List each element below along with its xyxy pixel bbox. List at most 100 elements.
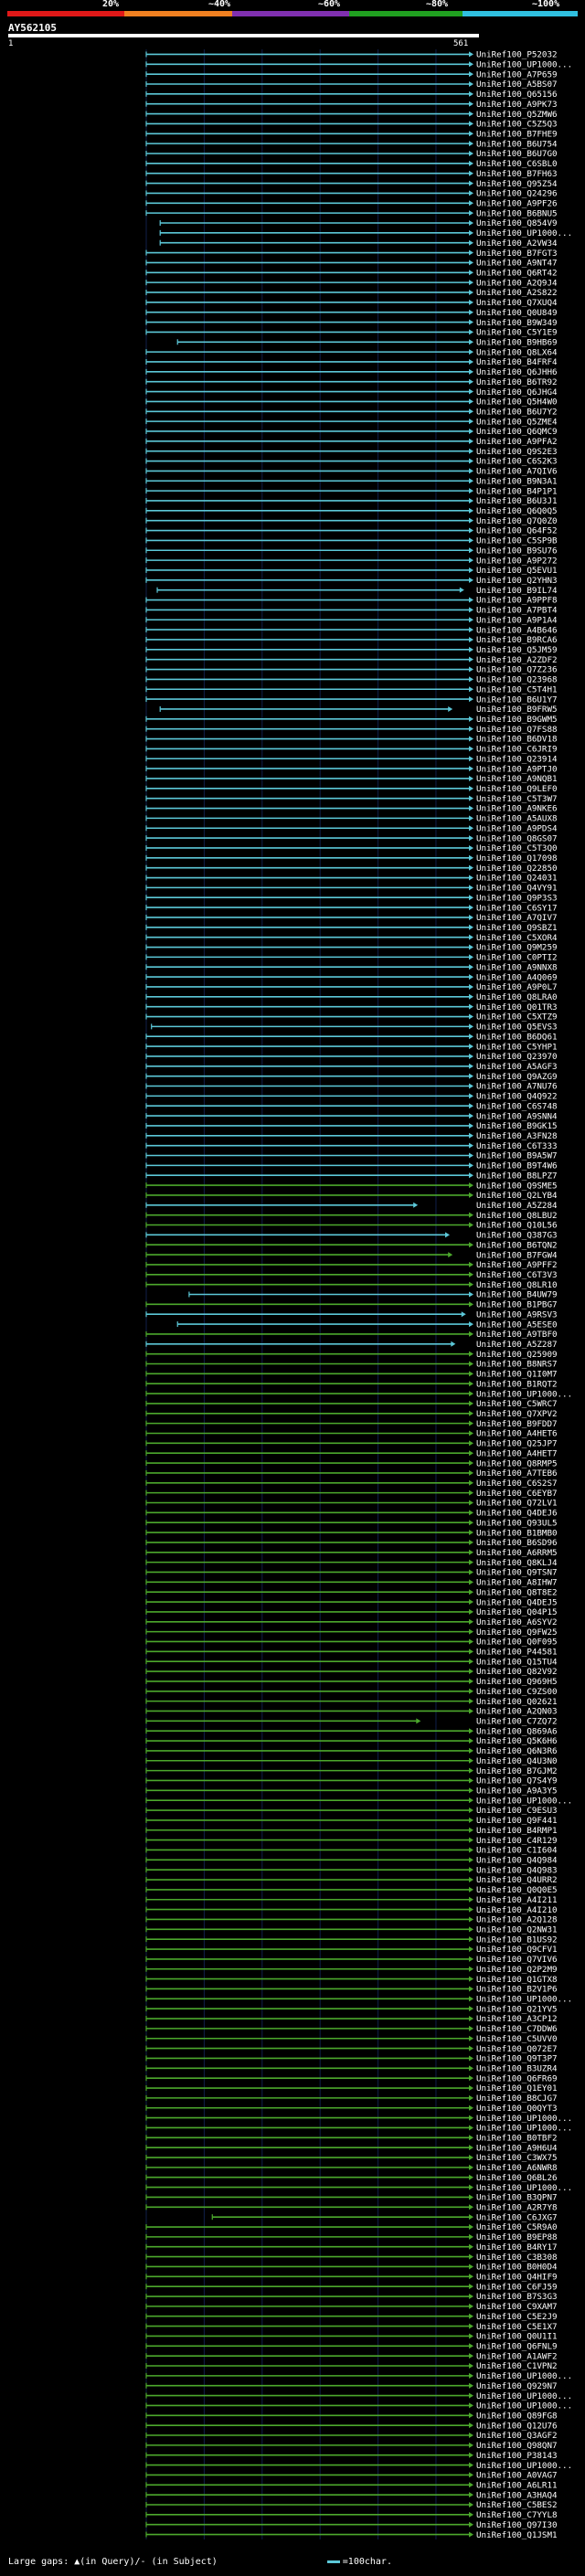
hit-label[interactable]: UniRef100_Q12U76: [476, 2421, 558, 2431]
hit-label[interactable]: UniRef100_C6JXG7: [476, 2212, 558, 2222]
hit-label[interactable]: UniRef100_A2R7Y8: [476, 2203, 558, 2213]
hit-label[interactable]: UniRef100_Q04P15: [476, 1607, 558, 1617]
hit-label[interactable]: UniRef100_Q4U3N0: [476, 1756, 558, 1766]
hit-label[interactable]: UniRef100_A2S822: [476, 288, 558, 298]
hit-label[interactable]: UniRef100_C6JRI9: [476, 745, 558, 755]
hit-label[interactable]: UniRef100_A5Z287: [476, 1340, 558, 1350]
hit-label[interactable]: UniRef100_Q98QN7: [476, 2441, 558, 2451]
hit-label[interactable]: UniRef100_B9GWM5: [476, 715, 558, 725]
hit-label[interactable]: UniRef100_UP1000...: [476, 2371, 572, 2381]
hit-label[interactable]: UniRef100_C5E1X7: [476, 2322, 558, 2332]
hit-label[interactable]: UniRef100_C6S2K3: [476, 457, 558, 467]
hit-label[interactable]: UniRef100_C4R129: [476, 1836, 558, 1846]
hit-label[interactable]: UniRef100_B9A5W7: [476, 1151, 558, 1161]
hit-label[interactable]: UniRef100_Q24296: [476, 189, 558, 199]
hit-label[interactable]: UniRef100_A9PFA2: [476, 437, 558, 447]
hit-label[interactable]: UniRef100_Q8LBU2: [476, 1211, 558, 1221]
hit-label[interactable]: UniRef100_B6TQN2: [476, 1240, 558, 1250]
hit-label[interactable]: UniRef100_C6SY17: [476, 903, 558, 913]
hit-label[interactable]: UniRef100_A9PPF8: [476, 596, 558, 606]
hit-label[interactable]: UniRef100_Q7XUQ4: [476, 298, 558, 308]
hit-label[interactable]: UniRef100_Q9CFV1: [476, 1945, 558, 1955]
hit-label[interactable]: UniRef100_A9RSV3: [476, 1309, 558, 1320]
hit-label[interactable]: UniRef100_UP1000...: [476, 2461, 572, 2471]
hit-label[interactable]: UniRef100_Q9P3S3: [476, 893, 558, 903]
hit-label[interactable]: UniRef100_UP1000...: [476, 1389, 572, 1399]
hit-label[interactable]: UniRef100_Q6RT42: [476, 268, 558, 278]
hit-label[interactable]: UniRef100_A7TEB6: [476, 1468, 558, 1479]
hit-label[interactable]: UniRef100_C5Z5Q3: [476, 120, 558, 130]
hit-label[interactable]: UniRef100_B9N3A1: [476, 476, 558, 486]
hit-label[interactable]: UniRef100_A2VW34: [476, 239, 558, 249]
hit-label[interactable]: UniRef100_C5SP9B: [476, 536, 558, 546]
hit-label[interactable]: UniRef100_Q23970: [476, 1052, 558, 1062]
hit-label[interactable]: UniRef100_A9NT47: [476, 259, 558, 269]
hit-label[interactable]: UniRef100_Q7FS88: [476, 725, 558, 735]
hit-label[interactable]: UniRef100_C7ZQ72: [476, 1717, 558, 1727]
hit-label[interactable]: UniRef100_B6SD96: [476, 1538, 558, 1548]
hit-label[interactable]: UniRef100_UP1000...: [476, 2391, 572, 2401]
hit-label[interactable]: UniRef100_Q8KLJ4: [476, 1558, 558, 1568]
hit-label[interactable]: UniRef100_Q25909: [476, 1350, 558, 1360]
hit-label[interactable]: UniRef100_B6U3J1: [476, 496, 558, 506]
hit-label[interactable]: UniRef100_A9PTJ0: [476, 764, 558, 774]
hit-label[interactable]: UniRef100_Q4URR2: [476, 1875, 558, 1885]
hit-label[interactable]: UniRef100_UP1000...: [476, 228, 572, 239]
hit-label[interactable]: UniRef100_A4HET6: [476, 1429, 558, 1439]
hit-label[interactable]: UniRef100_Q24031: [476, 874, 558, 884]
hit-label[interactable]: UniRef100_B1US92: [476, 1935, 558, 1945]
hit-label[interactable]: UniRef100_Q23914: [476, 754, 558, 764]
hit-label[interactable]: UniRef100_A2Q128: [476, 1915, 558, 1925]
hit-label[interactable]: UniRef100_C5WRC7: [476, 1399, 558, 1409]
hit-label[interactable]: UniRef100_Q5H4W0: [476, 398, 558, 408]
hit-label[interactable]: UniRef100_C7YYL8: [476, 2510, 558, 2520]
hit-label[interactable]: UniRef100_B9T4W6: [476, 1161, 558, 1171]
hit-label[interactable]: UniRef100_Q9FW25: [476, 1627, 558, 1638]
hit-label[interactable]: UniRef100_Q8LX64: [476, 347, 558, 357]
hit-label[interactable]: UniRef100_A9PDS4: [476, 823, 558, 833]
hit-label[interactable]: UniRef100_A4HET7: [476, 1448, 558, 1458]
hit-label[interactable]: UniRef100_C6SBL0: [476, 159, 558, 169]
hit-label[interactable]: UniRef100_C1VPN2: [476, 2361, 558, 2371]
hit-label[interactable]: UniRef100_Q6QMC9: [476, 427, 558, 437]
hit-label[interactable]: UniRef100_C6S2S7: [476, 1479, 558, 1489]
hit-label[interactable]: UniRef100_UP1000...: [476, 2401, 572, 2412]
hit-label[interactable]: UniRef100_P52032: [476, 50, 558, 60]
hit-label[interactable]: UniRef100_Q0U849: [476, 308, 558, 318]
hit-label[interactable]: UniRef100_Q1I0M7: [476, 1370, 558, 1380]
hit-label[interactable]: UniRef100_UP1000...: [476, 2183, 572, 2193]
hit-label[interactable]: UniRef100_Q8LR10: [476, 1280, 558, 1290]
hit-label[interactable]: UniRef100_B3QPN7: [476, 2193, 558, 2203]
hit-label[interactable]: UniRef100_A9TBF0: [476, 1330, 558, 1340]
hit-label[interactable]: UniRef100_Q9S2E3: [476, 447, 558, 457]
hit-label[interactable]: UniRef100_B7S3G3: [476, 2292, 558, 2302]
hit-label[interactable]: UniRef100_C0PTI2: [476, 953, 558, 963]
hit-label[interactable]: UniRef100_Q22850: [476, 864, 558, 874]
hit-label[interactable]: UniRef100_Q10L56: [476, 1221, 558, 1231]
hit-label[interactable]: UniRef100_B8CJG7: [476, 2094, 558, 2104]
hit-label[interactable]: UniRef100_Q5EVU1: [476, 566, 558, 576]
hit-label[interactable]: UniRef100_Q8RMP5: [476, 1458, 558, 1468]
hit-label[interactable]: UniRef100_B9FRW5: [476, 705, 558, 715]
hit-label[interactable]: UniRef100_B6U1Y7: [476, 694, 558, 705]
hit-label[interactable]: UniRef100_A9P272: [476, 556, 558, 566]
hit-label[interactable]: UniRef100_A9SNN4: [476, 1111, 558, 1121]
hit-label[interactable]: UniRef100_Q0F095: [476, 1638, 558, 1648]
hit-label[interactable]: UniRef100_B9EP88: [476, 2232, 558, 2242]
hit-label[interactable]: UniRef100_B9SU76: [476, 546, 558, 556]
hit-label[interactable]: UniRef100_Q5ZME4: [476, 417, 558, 427]
hit-label[interactable]: UniRef100_Q3AGF2: [476, 2431, 558, 2441]
hit-label[interactable]: UniRef100_C9ZS00: [476, 1687, 558, 1697]
hit-label[interactable]: UniRef100_C5T4H1: [476, 684, 558, 694]
hit-label[interactable]: UniRef100_A3CP12: [476, 2014, 558, 2024]
hit-label[interactable]: UniRef100_Q89FG8: [476, 2411, 558, 2421]
hit-label[interactable]: UniRef100_C5XOR4: [476, 933, 558, 943]
hit-label[interactable]: UniRef100_Q072E7: [476, 2044, 558, 2054]
hit-label[interactable]: UniRef100_B7FGT3: [476, 249, 558, 259]
hit-label[interactable]: UniRef100_A6SYV2: [476, 1617, 558, 1627]
hit-label[interactable]: UniRef100_Q72LV1: [476, 1499, 558, 1509]
hit-label[interactable]: UniRef100_B9W349: [476, 318, 558, 328]
hit-label[interactable]: UniRef100_Q1JSM1: [476, 2530, 558, 2539]
hit-label[interactable]: UniRef100_C7DDW6: [476, 2024, 558, 2034]
hit-label[interactable]: UniRef100_B7GJM2: [476, 1766, 558, 1776]
